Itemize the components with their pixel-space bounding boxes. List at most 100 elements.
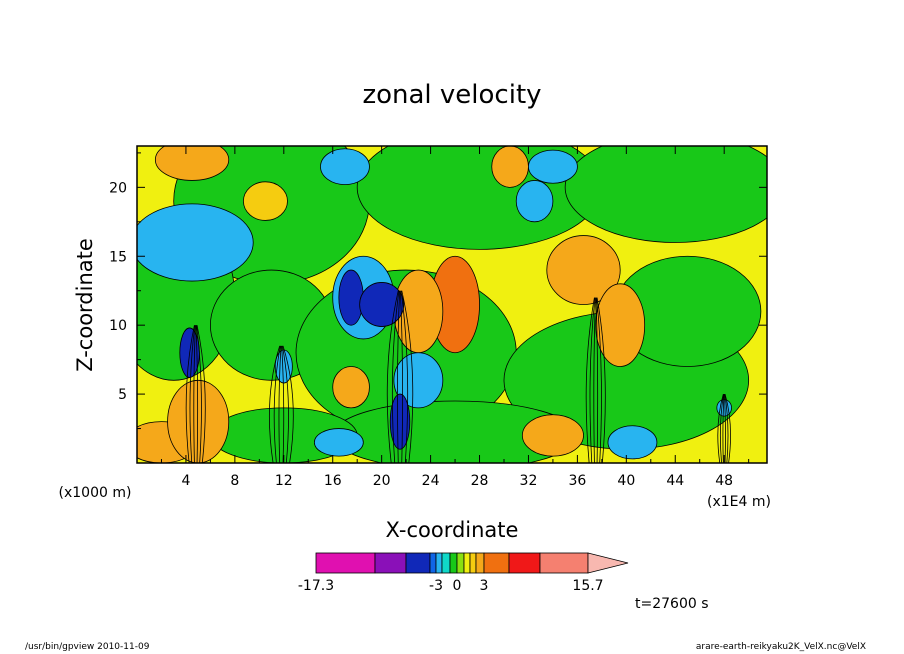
colorbar-box <box>469 552 477 574</box>
plume-contour <box>281 345 285 463</box>
colorbar-box <box>435 552 443 574</box>
chart-title: zonal velocity <box>362 80 541 110</box>
colorbar-box <box>374 552 407 574</box>
amber-region <box>243 181 288 221</box>
colorbar-tick-label: 0 <box>453 578 462 594</box>
colorbar-arrow <box>587 552 629 574</box>
plume-contour <box>719 394 725 463</box>
colorbar-tick-label: -3 <box>429 578 443 594</box>
plume-contour <box>595 297 599 463</box>
x-tick-label: 32 <box>520 473 538 489</box>
colorbar-box <box>475 552 485 574</box>
y-tick-label: 15 <box>109 249 127 265</box>
footer-right: arare-earth-reikyaku2K_VelX.nc@VelX <box>695 642 866 652</box>
plume-contour <box>724 393 731 463</box>
plume-contour <box>596 297 606 463</box>
orange-region <box>154 146 230 181</box>
x-tick-label: 24 <box>422 473 440 489</box>
cyan-region <box>607 425 658 460</box>
y-tick-label: 20 <box>109 180 127 196</box>
x-unit-left: (x1000 m) <box>59 485 132 501</box>
colorbar-box <box>483 552 510 574</box>
x-tick-label: 40 <box>617 473 635 489</box>
colorbar-box <box>463 552 471 574</box>
plume-contour <box>722 394 725 463</box>
cyan-region <box>313 428 364 457</box>
orange-region <box>167 379 230 463</box>
colorbar-tick-label: 3 <box>480 578 489 594</box>
plume-contour <box>397 290 401 463</box>
x-tick-label: 20 <box>373 473 391 489</box>
colorbar-box <box>429 552 437 574</box>
colorbar-box <box>508 552 541 574</box>
plume-contour <box>193 325 196 463</box>
plume-contour <box>724 394 729 463</box>
y-axis-label: Z-coordinate <box>73 238 97 372</box>
plume-contour <box>282 345 294 463</box>
green-region <box>564 146 767 243</box>
plume-contour <box>281 345 289 463</box>
y-tick-label: 10 <box>109 318 127 334</box>
cyan-region <box>716 399 732 417</box>
x-tick-label: 48 <box>715 473 733 489</box>
plume-contour <box>589 297 596 463</box>
x-tick-label: 44 <box>666 473 684 489</box>
velocity-field <box>137 146 767 463</box>
x-unit-right: (x1E4 m) <box>707 494 771 510</box>
colorbar-box <box>441 552 451 574</box>
colorbar-box <box>449 552 458 574</box>
y-axis: 5 10 15 20 <box>109 152 767 430</box>
colorbar-box <box>456 552 465 574</box>
plume-contour <box>386 290 399 463</box>
plume-contour <box>400 290 409 463</box>
blue-region <box>338 269 364 326</box>
plot-frame <box>136 145 768 464</box>
y-tick-label: 5 <box>118 387 127 403</box>
colorbar-tick-label: -17.3 <box>298 578 334 594</box>
orange-region <box>491 146 529 188</box>
x-tick-label: 4 <box>181 473 190 489</box>
plume-contour <box>189 325 196 463</box>
plume-contour <box>273 345 281 463</box>
x-tick-label: 8 <box>230 473 239 489</box>
colorbar-tick-label: 15.7 <box>572 578 603 594</box>
plume-contour <box>593 297 596 463</box>
blue-region <box>359 282 405 327</box>
x-tick-label: 16 <box>324 473 342 489</box>
colorbar-box <box>315 552 376 574</box>
x-axis-label: X-coordinate <box>386 518 519 542</box>
plume-contour <box>723 394 726 463</box>
x-tick-label: 12 <box>275 473 293 489</box>
plot-area <box>136 145 768 464</box>
colorbar <box>315 552 629 574</box>
plume-contour <box>196 325 206 463</box>
plume-contour <box>401 290 414 463</box>
cyan-region <box>393 352 444 409</box>
plume-contour <box>717 393 724 463</box>
x-axis: 4 8 12 16 20 24 28 32 36 40 44 48 <box>160 146 750 489</box>
time-label: t=27600 s <box>635 596 709 612</box>
footer-left: /usr/bin/gpview 2010-11-09 <box>25 642 150 652</box>
colorbar-box <box>405 552 431 574</box>
cyan-region <box>528 149 578 184</box>
plume-contour <box>391 290 400 463</box>
plume-contour <box>596 297 602 463</box>
cyan-region <box>320 148 370 185</box>
x-tick-label: 36 <box>568 473 586 489</box>
cyan-region <box>515 180 554 223</box>
plume-contour <box>268 345 281 463</box>
plume-contour <box>399 290 403 463</box>
orange-region <box>521 414 584 457</box>
plume-contour <box>185 325 195 463</box>
orange-region <box>546 235 621 305</box>
blue-region <box>389 393 411 450</box>
plume-contour <box>196 325 202 463</box>
orange-region <box>595 283 646 367</box>
x-tick-label: 28 <box>471 473 489 489</box>
colorbar-box <box>539 552 589 574</box>
colorbar-ticks: -17.3 -3 0 3 15.7 <box>298 578 604 594</box>
plume-contour <box>278 345 282 463</box>
plume-contour <box>195 325 199 463</box>
plume-contour <box>585 297 595 463</box>
